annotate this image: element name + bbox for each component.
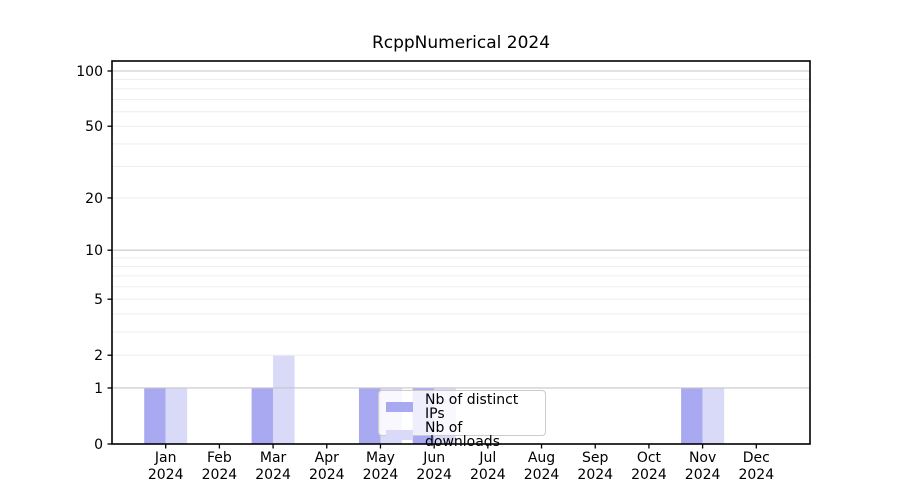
- legend-swatch-downloads: [386, 430, 413, 440]
- x-tick-label-month: Jun: [422, 450, 445, 466]
- chart-title: RcppNumerical 2024: [371, 33, 551, 53]
- y-tick-label: 5: [94, 292, 103, 308]
- y-tick-label: 20: [85, 191, 103, 207]
- x-tick-label-month: Feb: [207, 450, 232, 466]
- y-tick-label: 0: [94, 437, 103, 453]
- x-tick-label-month: Sep: [582, 450, 609, 466]
- y-tick-label: 50: [85, 119, 103, 135]
- legend-item-distinct-ips: Nb of distinct IPs: [386, 393, 538, 421]
- y-tick-label: 2: [94, 348, 103, 364]
- x-tick-label-month: Apr: [315, 450, 339, 466]
- legend: Nb of distinct IPs Nb of downloads: [378, 390, 546, 449]
- legend-label-distinct-ips: Nb of distinct IPs: [425, 392, 519, 422]
- bar-distinct-ips: [251, 387, 274, 444]
- x-tick-label-month: Aug: [528, 450, 555, 466]
- x-tick-label-month: Jul: [478, 450, 496, 466]
- x-tick-label-month: May: [366, 450, 395, 466]
- x-tick-label-year: 2024: [738, 467, 774, 483]
- bar-downloads: [702, 387, 725, 444]
- bar-distinct-ips: [144, 387, 166, 444]
- x-tick-label-month: Nov: [689, 450, 716, 466]
- bar-distinct-ips: [358, 387, 381, 444]
- x-tick-label-year: 2024: [255, 467, 291, 483]
- x-tick-label-year: 2024: [309, 467, 345, 483]
- x-tick-label-month: Mar: [260, 450, 287, 466]
- x-tick-label-year: 2024: [202, 467, 238, 483]
- x-tick-label-year: 2024: [631, 467, 667, 483]
- x-tick-label-year: 2024: [524, 467, 560, 483]
- x-tick-label-year: 2024: [148, 467, 184, 483]
- y-tick-label: 1: [94, 381, 103, 397]
- legend-label-downloads: Nb of downloads: [425, 420, 500, 450]
- x-tick-label-year: 2024: [416, 467, 452, 483]
- bar-downloads: [165, 387, 188, 444]
- plot-border: [111, 60, 811, 445]
- x-tick-label-year: 2024: [577, 467, 613, 483]
- bar-distinct-ips: [681, 387, 703, 444]
- legend-item-downloads: Nb of downloads: [386, 421, 538, 449]
- legend-swatch-distinct-ips: [386, 402, 413, 412]
- x-tick-label-month: Jan: [154, 450, 177, 466]
- y-tick-label: 10: [85, 243, 103, 259]
- x-tick-label-year: 2024: [470, 467, 506, 483]
- x-tick-label-year: 2024: [685, 467, 721, 483]
- x-tick-label-month: Dec: [743, 450, 770, 466]
- y-tick-label: 100: [76, 64, 103, 80]
- bar-downloads: [273, 355, 295, 444]
- x-tick-label-month: Oct: [637, 450, 662, 466]
- x-tick-label-year: 2024: [363, 467, 399, 483]
